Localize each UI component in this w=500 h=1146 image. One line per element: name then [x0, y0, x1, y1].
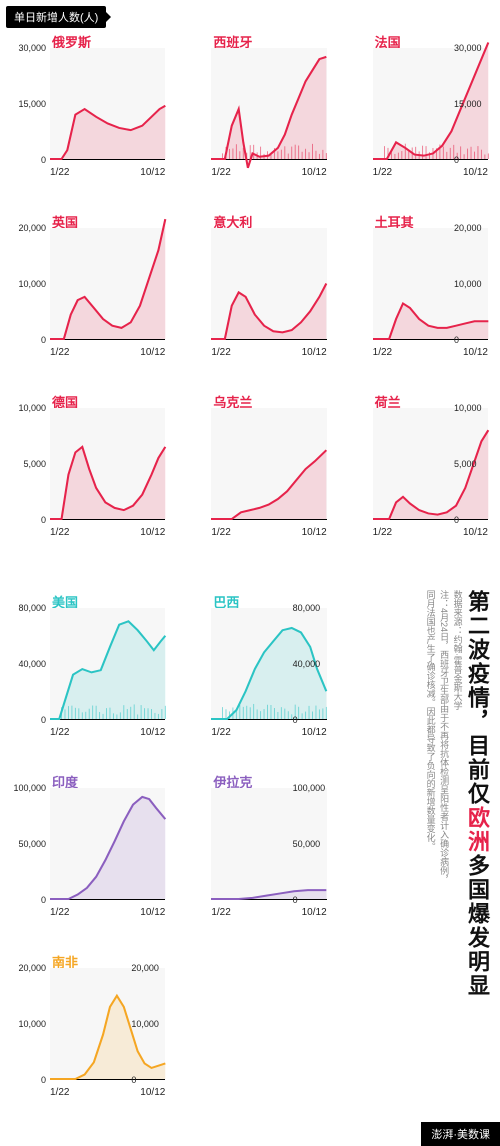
footer-credit: 澎湃·美数课	[421, 1122, 500, 1146]
y-ticks-right: 050,000100,000	[291, 788, 331, 900]
chart-土耳其: 土耳其 010,00020,0001/2210/12	[331, 210, 492, 370]
y-axis-label: 单日新增人数(人)	[6, 6, 106, 28]
y-ticks-left: 010,00020,000	[8, 228, 48, 340]
x-ticks: 1/2210/12	[50, 347, 165, 358]
chart-英国: 英国 010,00020,0001/2210/12	[8, 210, 169, 370]
y-ticks-left: 05,00010,000	[8, 408, 48, 520]
x-ticks: 1/2210/12	[211, 167, 326, 178]
chart-伊拉克: 伊拉克 050,000100,0001/2210/12	[169, 770, 330, 930]
plot-area	[50, 788, 165, 900]
x-ticks: 1/2210/12	[211, 347, 326, 358]
plot-area	[50, 48, 165, 160]
y-ticks-right: 010,00020,000	[129, 968, 169, 1080]
plot-area	[211, 408, 326, 520]
source-note: 数据来源：约翰·霍普金斯大学 注：4月24日，西班牙卫生部由于不再将抗体检测呈阳…	[423, 590, 464, 1106]
y-ticks-right: 05,00010,000	[452, 408, 492, 520]
y-ticks-left: 050,000100,000	[8, 788, 48, 900]
x-ticks: 1/2210/12	[50, 1087, 165, 1098]
x-ticks: 1/2210/12	[211, 907, 326, 918]
chart-乌克兰: 乌克兰 1/2210/12	[169, 390, 330, 550]
y-ticks-left: 010,00020,000	[8, 968, 48, 1080]
x-ticks: 1/2210/12	[50, 727, 165, 738]
x-ticks: 1/2210/12	[50, 527, 165, 538]
y-ticks-left: 040,00080,000	[8, 608, 48, 720]
europe-row-3: 德国 05,00010,0001/2210/12乌克兰 1/2210/12荷兰 …	[8, 390, 492, 550]
y-ticks-right: 010,00020,000	[452, 228, 492, 340]
asia-row: 印度 050,000100,0001/2210/12伊拉克 050,000100…	[8, 770, 492, 930]
y-ticks-right: 015,00030,000	[452, 48, 492, 160]
plot-area	[211, 48, 326, 160]
chart-西班牙: 西班牙 1/2210/12	[169, 30, 330, 190]
europe-row-1: 俄罗斯 015,00030,0001/2210/12西班牙 1/2210/12法…	[8, 30, 492, 190]
chart-南非: 南非 010,00020,000010,00020,0001/2210/12	[8, 950, 169, 1110]
chart-法国: 法国 015,00030,0001/2210/12	[331, 30, 492, 190]
x-ticks: 1/2210/12	[50, 907, 165, 918]
plot-area	[211, 228, 326, 340]
chart-印度: 印度 050,000100,0001/2210/12	[8, 770, 169, 930]
y-ticks-left: 015,00030,000	[8, 48, 48, 160]
chart-俄罗斯: 俄罗斯 015,00030,0001/2210/12	[8, 30, 169, 190]
plot-area	[50, 408, 165, 520]
headline-block: 第二波疫情，目前仅欧洲多国爆发明显 数据来源：约翰·霍普金斯大学 注：4月24日…	[430, 590, 490, 1106]
x-ticks: 1/2210/12	[211, 527, 326, 538]
plot-area	[50, 228, 165, 340]
chart-美国: 美国 040,00080,0001/2210/12	[8, 590, 169, 750]
africa-row: 南非 010,00020,000010,00020,0001/2210/12	[8, 950, 492, 1110]
x-ticks: 1/2210/12	[373, 167, 488, 178]
chart-荷兰: 荷兰 05,00010,0001/2210/12	[331, 390, 492, 550]
americas-row: 美国 040,00080,0001/2210/12巴西 040,00080,00…	[8, 590, 492, 750]
x-ticks: 1/2210/12	[373, 347, 488, 358]
plot-area	[50, 608, 165, 720]
x-ticks: 1/2210/12	[50, 167, 165, 178]
y-ticks-right: 040,00080,000	[291, 608, 331, 720]
headline: 第二波疫情，目前仅欧洲多国爆发明显	[464, 590, 490, 1106]
x-ticks: 1/2210/12	[211, 727, 326, 738]
x-ticks: 1/2210/12	[373, 527, 488, 538]
europe-row-2: 英国 010,00020,0001/2210/12意大利 1/2210/12土耳…	[8, 210, 492, 370]
chart-德国: 德国 05,00010,0001/2210/12	[8, 390, 169, 550]
chart-意大利: 意大利 1/2210/12	[169, 210, 330, 370]
chart-巴西: 巴西 040,00080,0001/2210/12	[169, 590, 330, 750]
